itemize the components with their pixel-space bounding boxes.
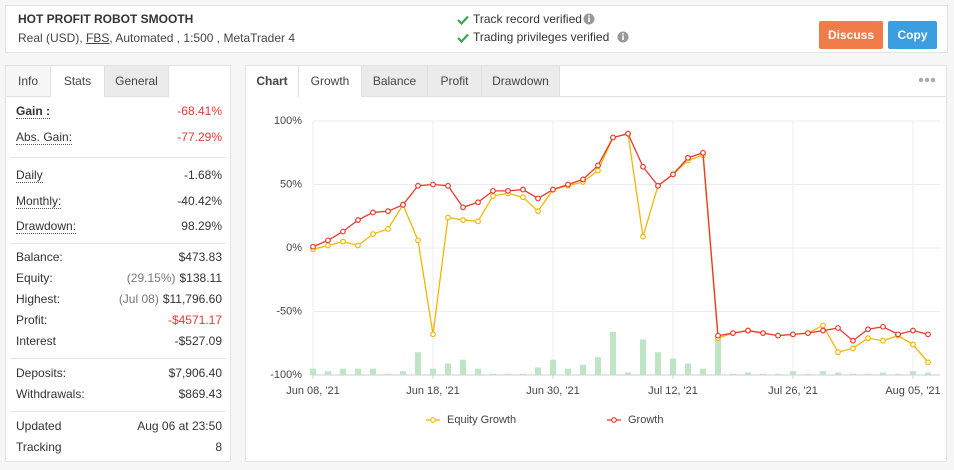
stat-label-text: Tracking <box>16 440 62 454</box>
stat-value: $473.83 <box>179 250 222 264</box>
stat-label-text: Profit: <box>16 313 48 327</box>
stat-value-text: $473.83 <box>178 250 222 264</box>
stat-label-text[interactable]: Drawdown: <box>16 219 77 234</box>
tab[interactable]: Drawdown <box>482 66 560 97</box>
stat-label-text[interactable]: Monthly: <box>16 193 62 209</box>
stat-value: (Jul 08) $11,796.60 <box>119 292 222 306</box>
stat-label: Monthly: <box>16 193 62 209</box>
stat-label: Highest: <box>16 292 60 306</box>
verification: Trading privileges verified <box>473 30 610 44</box>
stat-value-text: -1.68% <box>183 168 222 182</box>
check-icon <box>457 33 469 44</box>
stat-value-text: 98.29% <box>181 219 222 233</box>
header: HOT PROFIT ROBOT SMOOTH Real (USD), FBS,… <box>5 5 948 53</box>
stat-value-text: -77.29% <box>177 130 222 144</box>
separator <box>10 242 226 244</box>
stat-value-text: -$4571.17 <box>167 313 222 327</box>
separator <box>10 358 226 359</box>
stat-label: Withdrawals: <box>16 387 85 401</box>
check-icon <box>457 15 469 26</box>
stat-label-text[interactable]: Abs. Gain: <box>16 130 73 145</box>
check-icons <box>457 15 469 44</box>
stat-value-text: Aug 06 at 23:50 <box>137 419 222 433</box>
stat-value: 8 <box>215 440 222 454</box>
title: HOT PROFIT ROBOT SMOOTH <box>18 12 194 26</box>
stat-label: Deposits: <box>16 366 66 380</box>
info-icons <box>583 13 629 43</box>
stat-value: $7,906.40 <box>169 366 222 380</box>
stat-note: (Jul 08) <box>118 292 159 306</box>
stat-value-text: $138.11 <box>179 271 223 285</box>
stat-value-text: -68.41% <box>177 104 222 118</box>
stat-label: Profit: <box>16 313 47 327</box>
stat-value: (29.15%) $138.11 <box>127 271 222 285</box>
stat-value-text: $11,796.60 <box>162 292 222 306</box>
stat-label-text: Deposits: <box>16 366 67 380</box>
stat-value: -$527.09 <box>175 334 222 348</box>
stat-value: 98.29% <box>181 219 222 233</box>
stat-value-text: $7,906.40 <box>168 366 222 380</box>
stat-label-text: Equity: <box>16 271 53 285</box>
broker-link[interactable]: FBS <box>86 31 110 45</box>
stat-note: (29.15%) <box>126 271 176 285</box>
stat-value-text: -40.42% <box>177 193 222 208</box>
stat-value: -40.42% <box>177 194 222 208</box>
stat-label: Balance: <box>16 250 63 264</box>
stat-label: Abs. Gain: <box>16 130 73 145</box>
tab[interactable]: Profit <box>428 66 482 97</box>
tab[interactable]: Growth <box>299 66 362 97</box>
tab-border <box>560 96 946 97</box>
stat-label-text: Interest <box>16 334 57 348</box>
stat-label: Updated <box>16 419 61 433</box>
stats-panel: Info Stats General Gain : -68.41% Abs. Gai… <box>5 65 231 462</box>
stat-value: Aug 06 at 23:50 <box>137 419 222 433</box>
chart-panel: Chart Growth Balance Profit Drawdown <box>245 65 947 462</box>
tab[interactable]: Chart <box>246 66 299 97</box>
account-info: Real (USD), FBS, Automated , 1:500 , Met… <box>18 31 295 45</box>
stat-value-text: $869.43 <box>178 387 222 401</box>
tab[interactable]: Info <box>6 66 51 97</box>
account-details: , Automated , 1:500 , MetaTrader 4 <box>109 31 296 45</box>
separator <box>10 411 226 412</box>
stat-value-text: -$527.09 <box>174 334 222 348</box>
separator <box>10 157 226 158</box>
stat-label: Drawdown: <box>16 219 77 234</box>
stat-value: -1.68% <box>184 168 222 182</box>
stat-label-text: Highest: <box>16 292 61 306</box>
stat-label-text: Withdrawals: <box>16 387 85 401</box>
stat-value: -$4571.17 <box>168 313 222 327</box>
discuss-button[interactable]: Discuss <box>819 21 883 49</box>
stat-label-text[interactable]: Gain : <box>16 104 51 119</box>
verification: Track record verified <box>473 12 582 26</box>
stat-label: Interest <box>16 334 56 348</box>
tab[interactable]: Balance <box>362 66 428 97</box>
stat-label-text: Updated <box>16 419 62 433</box>
stat-value: -68.41% <box>177 104 222 118</box>
tab[interactable]: Stats <box>51 66 105 97</box>
tab[interactable]: General <box>105 66 169 97</box>
stat-value-text: 8 <box>215 440 222 454</box>
menu-icon[interactable] <box>918 76 938 84</box>
stat-value: $869.43 <box>179 387 222 401</box>
stat-label-text[interactable]: Daily <box>16 168 43 183</box>
stat-value: -77.29% <box>177 130 222 144</box>
account-type: Real (USD), <box>18 31 83 45</box>
stat-label: Gain : <box>16 104 51 119</box>
stat-label: Tracking <box>16 440 62 454</box>
copy-button[interactable]: Copy <box>888 21 937 49</box>
stat-label: Daily <box>16 168 43 183</box>
stat-label-text: Balance: <box>16 250 63 264</box>
stat-label: Equity: <box>16 271 53 285</box>
